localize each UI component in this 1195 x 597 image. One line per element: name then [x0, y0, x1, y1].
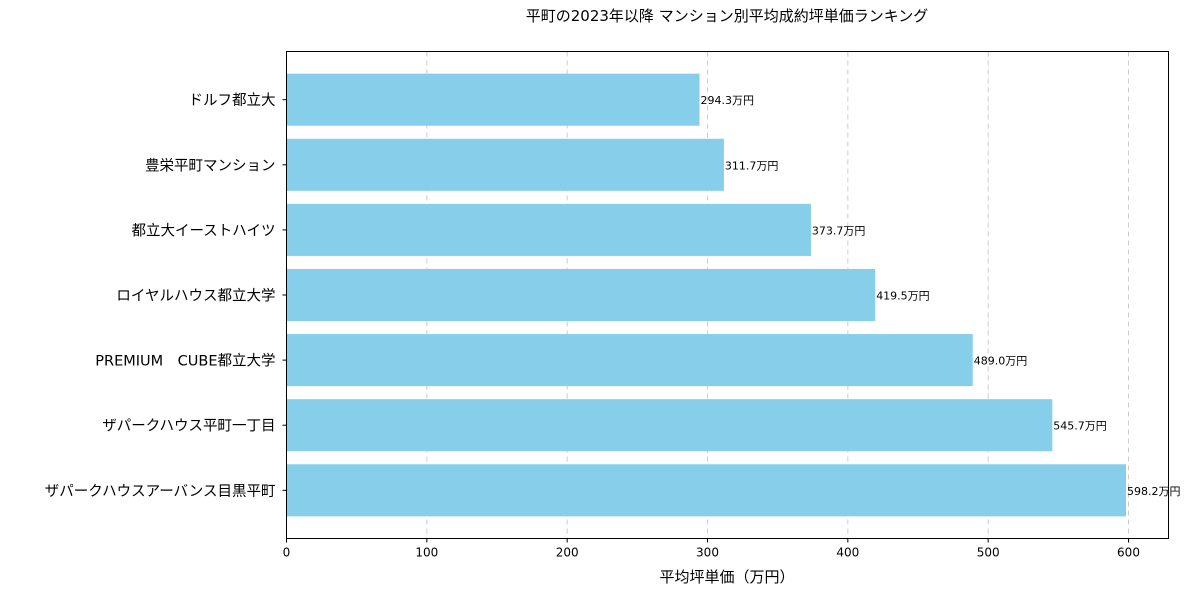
bar — [286, 203, 811, 256]
x-axis-label: 平均坪単価（万円） — [659, 568, 794, 586]
y-tick-label: 都立大イーストハイツ — [132, 222, 276, 239]
bar — [286, 399, 1053, 452]
data-label: 419.5万円 — [876, 290, 930, 303]
x-tick-label: 400 — [836, 546, 859, 560]
x-tick-label: 600 — [1117, 546, 1140, 560]
bar — [286, 464, 1126, 517]
bar — [286, 268, 876, 322]
x-tick-label: 0 — [283, 546, 291, 560]
y-tick-label: PREMIUM CUBE都立大学 — [95, 353, 275, 370]
x-tick-label: 200 — [556, 546, 579, 560]
chart-title: 平町の2023年以降 マンション別平均成約坪単価ランキング — [526, 7, 929, 25]
data-label: 294.3万円 — [701, 94, 755, 107]
bar — [286, 138, 724, 191]
data-label: 489.0万円 — [974, 355, 1028, 368]
y-tick-label: ザパークハウスアーバンス目黒平町 — [45, 483, 276, 500]
bar — [286, 334, 973, 387]
data-label: 598.2万円 — [1127, 485, 1181, 498]
data-label: 311.7万円 — [725, 159, 779, 172]
y-tick-label: ザパークハウス平町一丁目 — [102, 418, 275, 435]
data-label: 545.7万円 — [1053, 420, 1107, 433]
data-label: 373.7万円 — [812, 224, 866, 237]
x-tick-label: 100 — [415, 546, 438, 560]
x-tick-label: 500 — [977, 546, 1000, 560]
y-tick-label: ロイヤルハウス都立大学 — [116, 288, 275, 305]
y-tick-label: 豊栄平町マンション — [145, 157, 276, 174]
bar — [286, 73, 700, 126]
x-tick-label: 300 — [696, 546, 719, 560]
y-tick-label: ドルフ都立大 — [189, 92, 276, 109]
